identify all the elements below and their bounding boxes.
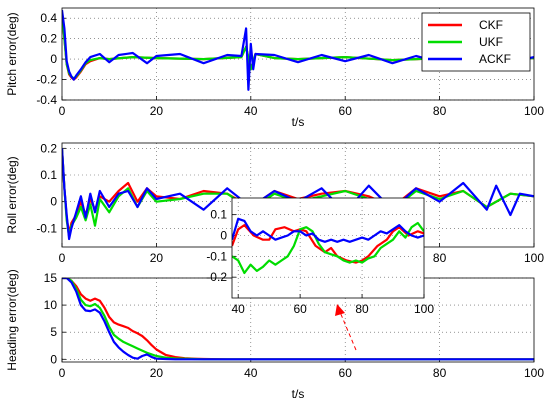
series-line-ackf [62, 278, 534, 361]
x-tick-label: 80 [433, 104, 447, 118]
y-tick-label: -0.2 [206, 270, 227, 284]
y-tick-label: -0.1 [206, 249, 227, 263]
y-axis-label: Roll error(deg) [5, 156, 19, 233]
x-axis-label: t/s [292, 387, 305, 401]
x-tick-label: 100 [524, 366, 544, 380]
annotation-arrow [335, 304, 357, 351]
axes-frame [231, 197, 425, 299]
series-line-ackf [232, 217, 424, 243]
y-tick-label: 0 [50, 352, 57, 366]
y-tick-label: -0.2 [36, 73, 57, 87]
x-tick-label: 80 [433, 251, 447, 265]
y-tick-label: 0.1 [210, 208, 227, 222]
y-tick-label: 0.1 [40, 168, 57, 182]
x-tick-label: 80 [433, 366, 447, 380]
axes-frame [61, 7, 535, 101]
y-tick-label: 0 [50, 52, 57, 66]
x-tick-label: 40 [232, 302, 246, 316]
y-tick-label: 10 [44, 298, 58, 312]
x-axis-label: t/s [292, 115, 305, 129]
x-tick-label: 20 [150, 251, 164, 265]
y-tick-label: 5 [50, 325, 57, 339]
y-axis-label: Heading error(deg) [5, 269, 19, 370]
x-tick-label: 40 [244, 366, 258, 380]
legend-entry-ukf: UKF [479, 35, 503, 49]
x-tick-label: 20 [150, 366, 164, 380]
x-tick-label: 100 [414, 302, 434, 316]
panel-0: 0 20 40 60 80 100 0.4 0.2 0 -0.2 -0.4 t/s Pitch erro… [5, 7, 544, 129]
plot-area [232, 198, 424, 298]
x-tick-label: 0 [59, 251, 66, 265]
y-tick-label: -0.1 [36, 221, 57, 235]
x-tick-label: 60 [339, 366, 353, 380]
y-tick-label: -0.4 [36, 93, 57, 107]
x-tick-label: 60 [293, 302, 307, 316]
x-tick-label: 80 [355, 302, 369, 316]
x-tick-label: 60 [339, 104, 353, 118]
legend-entry-ackf: ACKF [479, 52, 511, 66]
series-line-ukf [232, 221, 424, 275]
x-tick-label: 100 [524, 104, 544, 118]
panel-2: 40 60 80 100 0.1 0 -0.1 -0.2 [206, 197, 434, 316]
x-tick-label: 0 [59, 104, 66, 118]
legend: CKF UKF ACKF [421, 12, 531, 72]
series-line-ckf [232, 224, 424, 264]
series-line-ackf [62, 9, 534, 91]
x-tick-label: 0 [59, 366, 66, 380]
arrow-head [335, 304, 345, 316]
legend-entry-ckf: CKF [479, 18, 503, 32]
y-tick-label: 0 [220, 229, 227, 243]
x-tick-label: 20 [150, 104, 164, 118]
y-tick-label: 0.2 [40, 141, 57, 155]
y-tick-label: 15 [44, 271, 58, 285]
series-line-ukf [62, 148, 534, 238]
series-line-ackf [62, 148, 534, 241]
x-tick-label: 100 [524, 251, 544, 265]
y-tick-label: 0 [50, 195, 57, 209]
y-tick-label: 0.4 [40, 11, 57, 25]
y-tick-label: 0.2 [40, 32, 57, 46]
y-axis-label: Pitch error(deg) [5, 12, 19, 95]
x-tick-label: 40 [244, 104, 258, 118]
